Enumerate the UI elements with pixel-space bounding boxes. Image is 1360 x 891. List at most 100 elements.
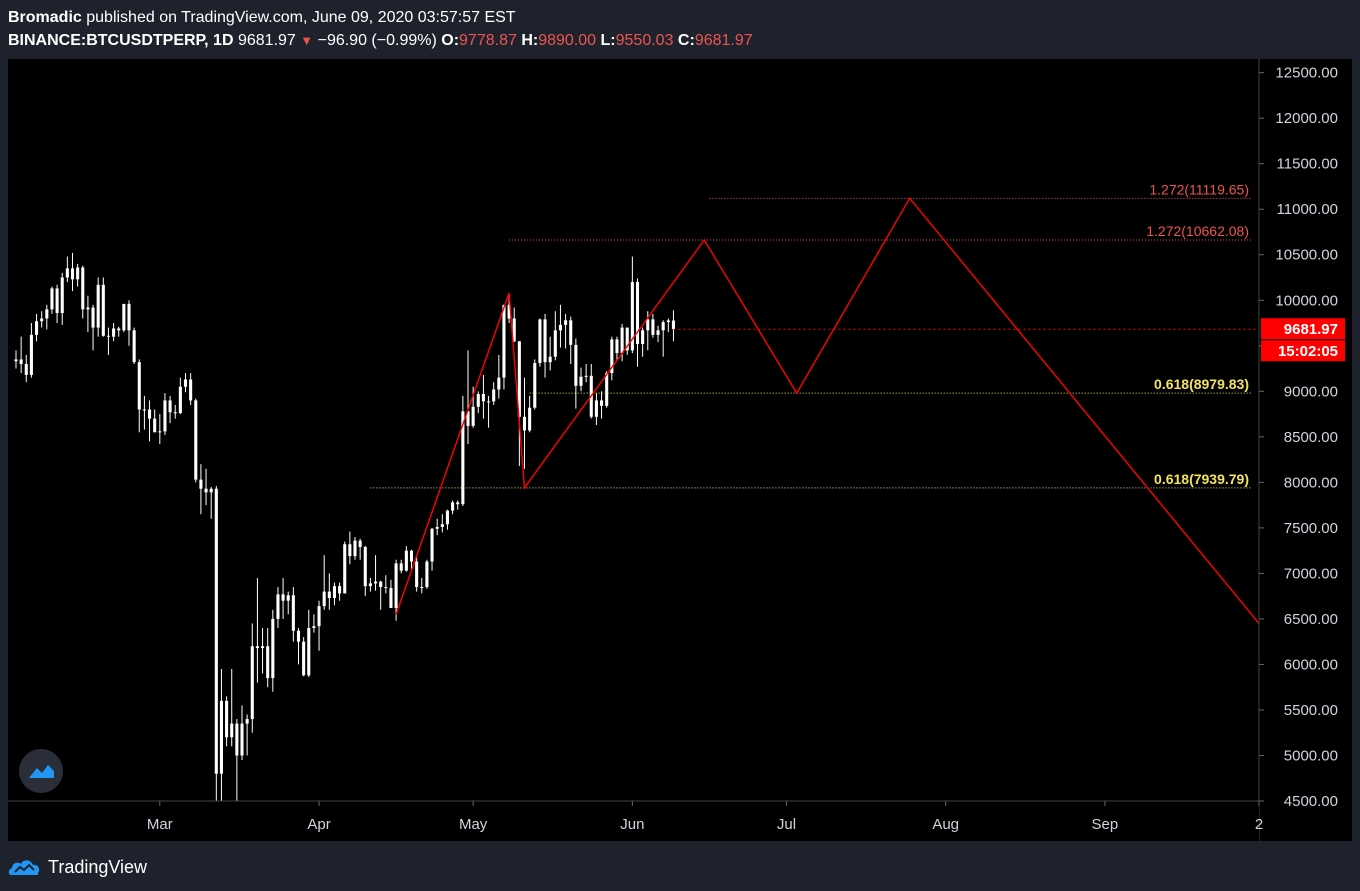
candle: [569, 316, 573, 364]
low-value: 9550.03: [615, 32, 674, 49]
candle: [487, 395, 491, 428]
candle-body: [594, 400, 598, 417]
candle: [528, 395, 532, 433]
candle: [502, 304, 506, 390]
candle-body: [471, 406, 475, 426]
candle: [353, 536, 357, 560]
fib-level[interactable]: 0.618(7939.79): [370, 471, 1251, 489]
candle-body: [615, 339, 619, 354]
candle-body: [271, 618, 275, 679]
down-triangle-icon: ▼: [300, 33, 314, 48]
candle-body: [40, 318, 44, 322]
fib-level[interactable]: 1.272(10662.08): [509, 223, 1251, 241]
candle: [173, 404, 177, 419]
zigzag-pattern-line[interactable]: [395, 197, 1260, 624]
candle-body: [487, 401, 491, 403]
candle: [302, 637, 306, 677]
candle-body: [91, 307, 95, 328]
close-label: C:: [677, 32, 695, 49]
candle-body: [409, 550, 414, 562]
candle: [19, 336, 23, 374]
candle: [127, 300, 131, 346]
candle: [476, 391, 480, 414]
candle-body: [651, 319, 655, 335]
candle-body: [656, 330, 660, 335]
candle: [548, 336, 552, 371]
price-tick-label: 5000.00: [1284, 747, 1338, 764]
high-value: 9890.00: [538, 32, 597, 49]
price-tick-label: 10500.00: [1275, 247, 1338, 264]
candle: [461, 395, 465, 507]
candle: [158, 414, 162, 445]
author-name[interactable]: Bromadic: [8, 9, 82, 26]
candle-body: [106, 335, 110, 337]
candle: [24, 354, 28, 383]
candle: [70, 252, 75, 292]
candle-body: [55, 288, 59, 314]
candle: [29, 323, 33, 378]
candle: [363, 546, 367, 597]
price-tick-label: 9000.00: [1284, 383, 1338, 400]
candle: [481, 374, 485, 419]
candle-body: [183, 379, 188, 387]
candle: [630, 256, 634, 354]
tradingview-cloud-icon[interactable]: [8, 856, 42, 878]
candle: [106, 327, 110, 355]
pattern-lines-layer: [395, 197, 1260, 624]
candle: [286, 591, 290, 615]
candle-body: [497, 377, 501, 390]
candle-body: [538, 319, 542, 364]
candle-body: [440, 524, 444, 527]
candle: [45, 304, 49, 330]
candle: [327, 573, 331, 610]
time-axis-bg: [8, 801, 1259, 841]
chart-area[interactable]: 1.272(11119.65) 1.272(10662.08) 0.618(8979…: [8, 59, 1352, 841]
candle-body: [327, 591, 331, 598]
candle: [415, 555, 419, 592]
candle: [189, 373, 193, 405]
candle-body: [404, 550, 408, 571]
candle-body: [219, 700, 223, 774]
candle-body: [189, 379, 193, 401]
candle: [153, 409, 157, 433]
candle-body: [476, 394, 480, 407]
candle-body: [625, 327, 629, 351]
candle-body: [517, 341, 521, 417]
candle: [543, 313, 547, 378]
footer-brand[interactable]: TradingView: [48, 856, 148, 877]
candle: [209, 486, 213, 519]
candle-body: [384, 587, 388, 589]
fib-level-label: 0.618(7939.79): [1154, 471, 1249, 487]
candle: [435, 518, 439, 536]
candle-body: [363, 546, 367, 587]
candle-body: [451, 502, 455, 511]
fib-level-label: 1.272(10662.08): [1146, 223, 1249, 239]
candle: [384, 575, 388, 594]
fib-level[interactable]: 0.618(8979.83): [529, 376, 1251, 394]
tradingview-logo-icon[interactable]: [19, 749, 63, 793]
candle-body: [291, 595, 295, 631]
symbol-label[interactable]: BINANCE:BTCUSDTPERP, 1D: [8, 32, 234, 49]
price-tick-label: 5500.00: [1284, 702, 1338, 719]
candle-body: [281, 594, 285, 601]
chart-header: Bromadic published on TradingView.com, J…: [8, 6, 1352, 56]
high-label: H:: [521, 32, 539, 49]
candle: [296, 628, 301, 665]
candle: [533, 359, 537, 410]
price-tick-label: 12500.00: [1275, 65, 1338, 82]
candle-body: [528, 407, 532, 431]
candle: [132, 327, 136, 364]
candle: [343, 541, 347, 594]
candle-body: [286, 595, 290, 601]
price-tick-label: 8500.00: [1284, 429, 1338, 446]
candle: [440, 514, 444, 533]
price-chart[interactable]: 1.272(11119.65) 1.272(10662.08) 0.618(8979…: [8, 59, 1352, 841]
candle-body: [456, 502, 460, 505]
candle-body: [394, 563, 398, 608]
price-tick-label: 10000.00: [1275, 292, 1338, 309]
candle-body: [250, 646, 254, 720]
candle: [374, 555, 378, 591]
candle: [409, 549, 414, 569]
fib-level[interactable]: 1.272(11119.65): [709, 181, 1251, 199]
time-tick-label: Mar: [147, 816, 173, 833]
